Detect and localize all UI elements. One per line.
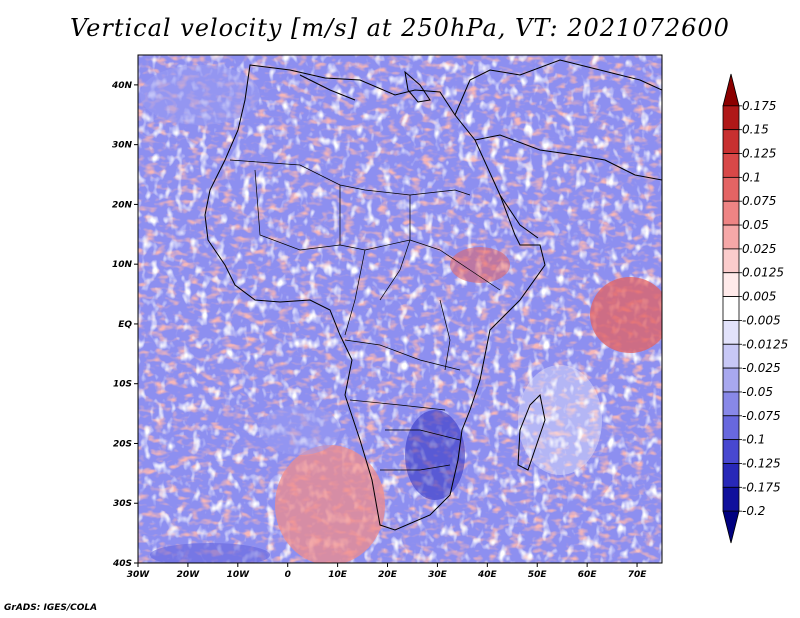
- lon-tick-label: 40E: [477, 570, 498, 580]
- country-borders: [229, 159, 501, 471]
- colorbar-label: -0.025: [742, 361, 781, 375]
- lat-tick-label: 30N: [112, 141, 133, 151]
- colorbar-swatch: [722, 439, 740, 464]
- colorbar-label: 0.15: [742, 123, 769, 137]
- lat-tick-label: 20S: [113, 439, 132, 449]
- colorbar-swatch: [722, 296, 740, 321]
- colorbar-legend: 0.175 0.15 0.125 0.1 0.075 0.05 0.025 0.0125 0.0…: [722, 73, 788, 544]
- colorbar-swatch: [722, 73, 740, 107]
- colorbar-label: -0.0125: [742, 337, 788, 351]
- colorbar-swatch: [722, 486, 740, 512]
- colorbar-swatch: [722, 343, 740, 369]
- lon-tick-label: 70E: [628, 570, 648, 580]
- lat-tick-label: EQ: [118, 320, 132, 330]
- colorbar-label: 0.175: [742, 99, 776, 113]
- plot-frame: [137, 54, 663, 564]
- colorbar-label: -0.2: [742, 504, 765, 518]
- grads-credit: GrADS: IGES/COLA: [4, 603, 98, 613]
- coastline: [204, 59, 662, 531]
- colorbar-swatch: [722, 320, 740, 345]
- longitude-axis: 30W 20W 10W 0 10E 20E 30E 40E 50E 60E 70E: [127, 563, 647, 580]
- colorbar-label: -0.175: [742, 480, 781, 494]
- colorbar-swatch: [722, 224, 740, 250]
- map-title: Vertical velocity [m/s] at 250hPa, VT: 2…: [70, 14, 730, 42]
- lat-tick-label: 30S: [113, 499, 132, 509]
- colorbar-swatch: [722, 510, 740, 544]
- colorbar-swatch: [722, 248, 740, 274]
- colorbar-label: 0.05: [742, 218, 769, 232]
- colorbar-swatch: [722, 105, 740, 131]
- lon-tick-label: 20E: [378, 570, 398, 580]
- lon-tick-label: 50E: [528, 570, 548, 580]
- lon-tick-label: 10W: [227, 570, 251, 580]
- lon-tick-label: 60E: [578, 570, 598, 580]
- colorbar-label: 0.005: [742, 290, 776, 304]
- lat-tick-label: 40S: [112, 559, 132, 569]
- velocity-field: [138, 55, 662, 563]
- lon-tick-label: 0: [285, 570, 291, 580]
- lon-tick-label: 30W: [127, 570, 151, 580]
- lat-tick-label: 10N: [112, 260, 133, 270]
- lon-tick-label: 10E: [328, 570, 348, 580]
- colorbar-swatch: [722, 153, 740, 178]
- lon-tick-label: 30E: [428, 570, 448, 580]
- colorbar-label: -0.1: [742, 433, 765, 447]
- colorbar-label: 0.1: [742, 170, 761, 184]
- colorbar-swatch: [722, 129, 740, 154]
- colorbar-swatch: [722, 272, 740, 297]
- lon-tick-label: 20W: [177, 570, 201, 580]
- colorbar-label: 0.0125: [742, 266, 784, 280]
- colorbar-swatch: [722, 367, 740, 393]
- colorbar-label: -0.075: [742, 409, 781, 423]
- latitude-axis: 40N 30N 20N 10N EQ 10S 20S 30S 40S: [111, 81, 138, 569]
- colorbar-label: 0.075: [742, 194, 776, 208]
- colorbar-swatch: [722, 391, 740, 417]
- colorbar-label: -0.125: [742, 456, 781, 470]
- lat-tick-label: 10S: [113, 380, 132, 390]
- colorbar-label: 0.025: [742, 242, 776, 256]
- lat-tick-label: 40N: [111, 81, 133, 91]
- colorbar-swatch: [722, 200, 740, 226]
- colorbar-label: 0.125: [742, 147, 776, 161]
- colorbar-swatch: [722, 415, 740, 441]
- colorbar-swatch: [722, 463, 740, 488]
- lat-tick-label: 20N: [112, 200, 133, 210]
- colorbar-swatch: [722, 176, 740, 202]
- colorbar-label: -0.05: [742, 385, 773, 399]
- colorbar-label: -0.005: [742, 313, 781, 327]
